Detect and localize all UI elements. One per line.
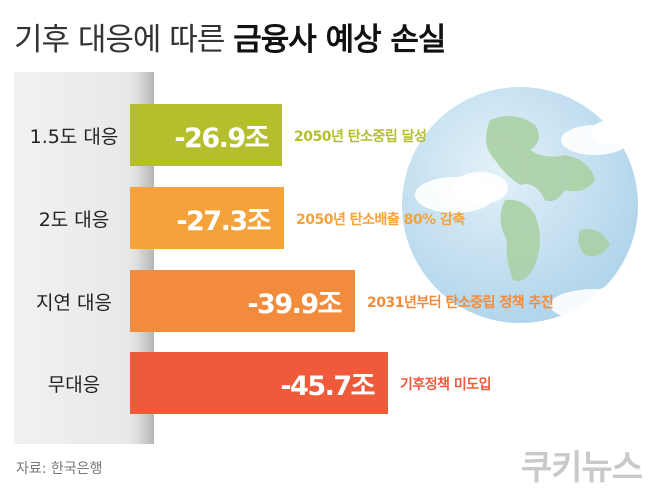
bar: -26.9조 <box>130 104 282 166</box>
bar: -39.9조 <box>130 270 355 332</box>
bar-value-label: -39.9조 <box>247 288 342 320</box>
earth-globe-icon <box>402 87 645 323</box>
bar-annotation: 기후정책 미도입 <box>400 377 492 393</box>
category-label: 2도 대응 <box>38 209 110 231</box>
chart-title: 기후 대응에 따른 금융사 예상 손실 <box>14 14 446 59</box>
category-label: 1.5도 대응 <box>29 126 119 148</box>
bar: -45.7조 <box>130 352 388 414</box>
publisher-logo: 쿠키뉴스 <box>520 448 643 488</box>
bar-value-label: -27.3조 <box>176 205 271 237</box>
bar-annotation: 2050년 탄소배출 80% 감축 <box>296 212 465 228</box>
category-label: 무대응 <box>47 374 101 396</box>
category-label: 지연 대응 <box>36 292 112 314</box>
title-bold: 금융사 예상 손실 <box>233 22 446 58</box>
title-light: 기후 대응에 따른 <box>14 22 225 58</box>
bar-annotation: 2031년부터 탄소중립 정책 추진 <box>367 295 554 311</box>
bar-annotation: 2050년 탄소중립 달성 <box>294 129 427 145</box>
bar-value-label: -45.7조 <box>280 370 375 402</box>
source-text: 자료: 한국은행 <box>16 461 103 477</box>
bar: -27.3조 <box>130 187 284 249</box>
bar-value-label: -26.9조 <box>174 122 269 154</box>
